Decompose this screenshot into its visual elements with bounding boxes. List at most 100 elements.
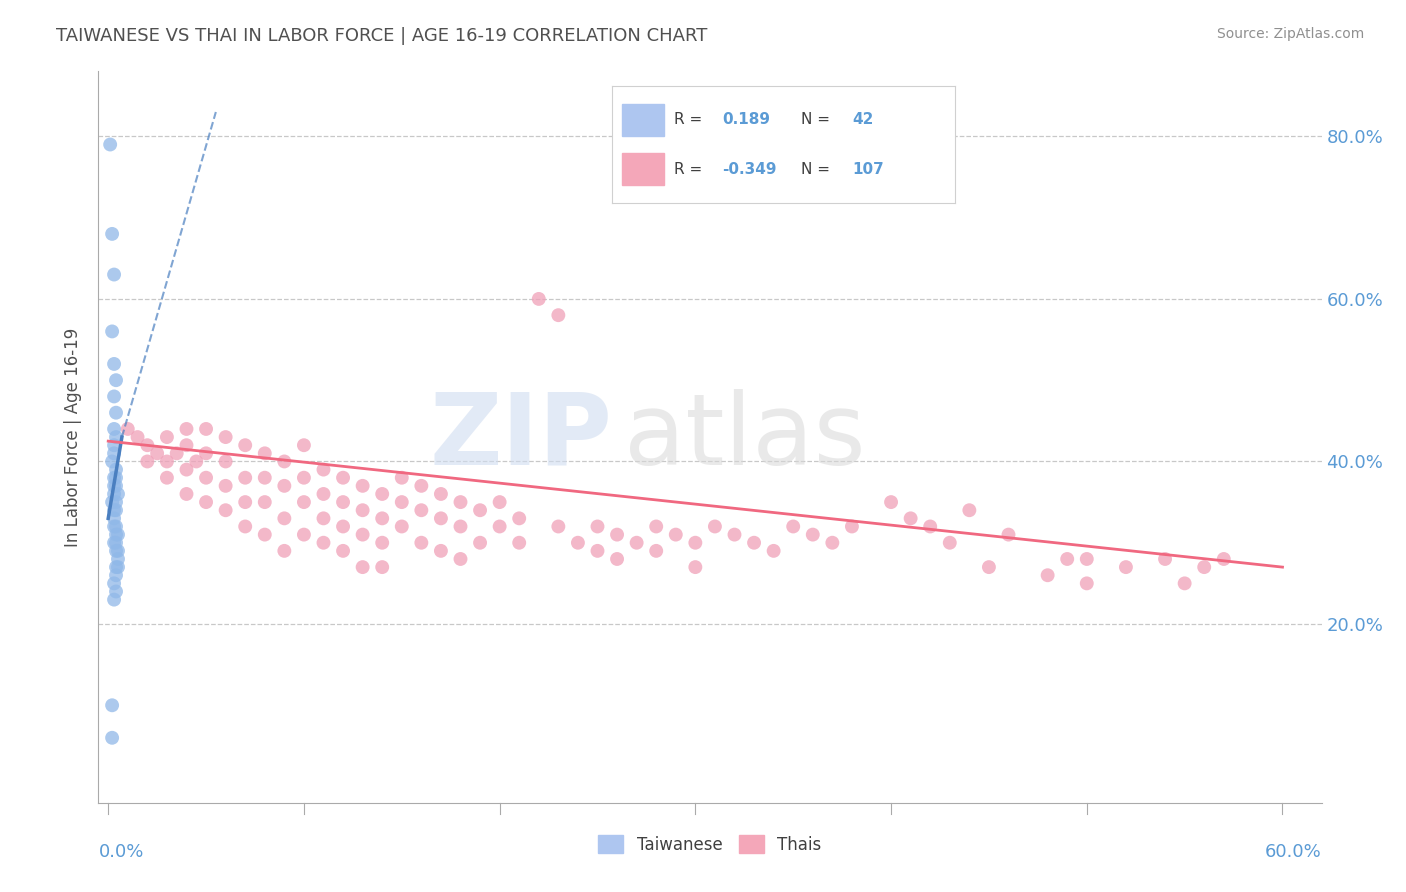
Point — [136, 438, 159, 452]
Point — [292, 495, 315, 509]
Point — [645, 519, 668, 533]
Point — [685, 560, 707, 574]
Point — [508, 511, 530, 525]
Point — [430, 487, 453, 501]
Point — [136, 454, 159, 468]
Point — [103, 446, 125, 460]
Point — [626, 535, 648, 549]
Point — [105, 479, 128, 493]
Point — [312, 462, 335, 476]
Point — [101, 731, 124, 745]
Point — [127, 430, 149, 444]
Point — [103, 389, 125, 403]
Point — [105, 584, 128, 599]
Point — [105, 519, 128, 533]
Point — [103, 471, 125, 485]
Point — [233, 495, 256, 509]
Point — [312, 487, 335, 501]
Point — [253, 471, 276, 485]
Text: TAIWANESE VS THAI IN LABOR FORCE | AGE 16-19 CORRELATION CHART: TAIWANESE VS THAI IN LABOR FORCE | AGE 1… — [56, 27, 707, 45]
Point — [105, 406, 128, 420]
Point — [105, 373, 128, 387]
Point — [156, 454, 179, 468]
Point — [468, 535, 491, 549]
Point — [411, 479, 433, 493]
Point — [450, 552, 472, 566]
Point — [645, 544, 668, 558]
Point — [107, 487, 129, 501]
Point — [101, 325, 124, 339]
Point — [450, 519, 472, 533]
Point — [195, 471, 218, 485]
Point — [880, 495, 903, 509]
Point — [977, 560, 1000, 574]
Point — [195, 446, 218, 460]
Point — [105, 462, 128, 476]
Point — [233, 438, 256, 452]
Text: 0.0%: 0.0% — [98, 843, 143, 861]
Text: atlas: atlas — [624, 389, 866, 485]
Point — [105, 471, 128, 485]
Point — [352, 503, 374, 517]
Point — [176, 487, 198, 501]
Point — [253, 495, 276, 509]
Point — [117, 422, 139, 436]
Point — [107, 560, 129, 574]
Point — [214, 454, 236, 468]
Point — [292, 527, 315, 541]
Point — [1076, 552, 1098, 566]
Point — [101, 454, 124, 468]
Point — [186, 454, 208, 468]
Point — [105, 544, 128, 558]
Point — [900, 511, 922, 525]
Point — [105, 535, 128, 549]
Point — [488, 495, 510, 509]
Point — [371, 511, 394, 525]
Point — [352, 560, 374, 574]
Text: 60.0%: 60.0% — [1265, 843, 1322, 861]
Point — [107, 527, 129, 541]
Point — [997, 527, 1019, 541]
Point — [920, 519, 942, 533]
Point — [567, 535, 589, 549]
Point — [107, 552, 129, 566]
Point — [292, 438, 315, 452]
Point — [176, 462, 198, 476]
Point — [101, 698, 124, 713]
Point — [841, 519, 863, 533]
Point — [742, 535, 765, 549]
Point — [801, 527, 824, 541]
Point — [1056, 552, 1078, 566]
Point — [352, 527, 374, 541]
Point — [411, 535, 433, 549]
Point — [156, 430, 179, 444]
Point — [214, 430, 236, 444]
Text: ZIP: ZIP — [429, 389, 612, 485]
Point — [273, 511, 295, 525]
Y-axis label: In Labor Force | Age 16-19: In Labor Force | Age 16-19 — [65, 327, 83, 547]
Point — [391, 471, 413, 485]
Point — [547, 308, 569, 322]
Point — [273, 544, 295, 558]
Point — [103, 487, 125, 501]
Point — [105, 568, 128, 582]
Point — [98, 137, 121, 152]
Point — [103, 576, 125, 591]
Point — [176, 422, 198, 436]
Point — [273, 454, 295, 468]
Point — [332, 544, 354, 558]
Point — [821, 535, 844, 549]
Point — [332, 519, 354, 533]
Point — [146, 446, 169, 460]
Point — [253, 527, 276, 541]
Point — [292, 471, 315, 485]
Point — [195, 422, 218, 436]
Point — [703, 519, 725, 533]
Text: Source: ZipAtlas.com: Source: ZipAtlas.com — [1216, 27, 1364, 41]
Point — [195, 495, 218, 509]
Point — [312, 535, 335, 549]
Point — [103, 479, 125, 493]
Point — [101, 495, 124, 509]
Point — [103, 511, 125, 525]
Point — [762, 544, 785, 558]
